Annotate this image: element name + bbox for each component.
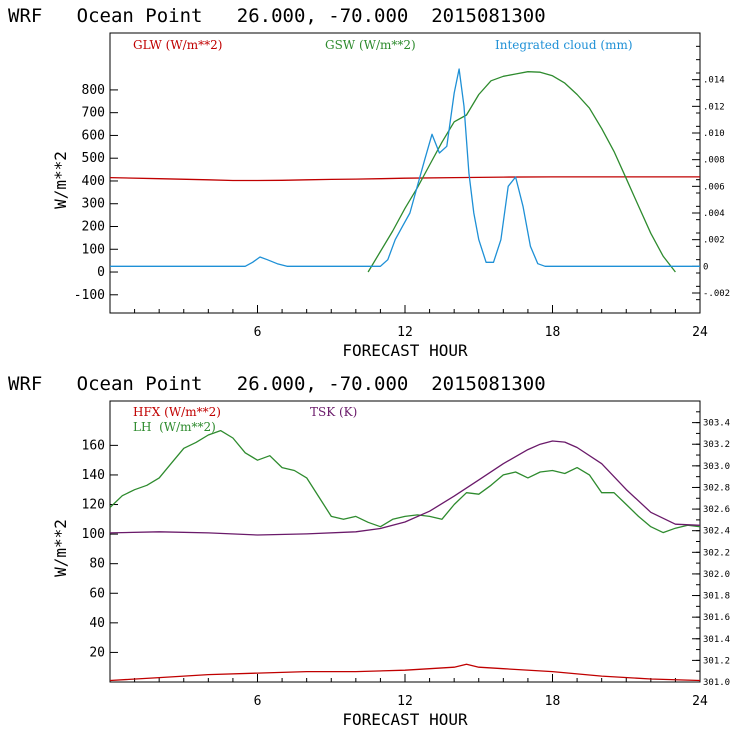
chart-2-y2-tick-label: 301.2 — [703, 656, 730, 666]
chart-2-y-tick-label: 60 — [89, 586, 105, 601]
chart-1-y-tick-label: 200 — [82, 219, 105, 234]
chart-1-x-tick-label: 6 — [254, 325, 262, 340]
chart-1-legend: GLW (W/m**2) GSW (W/m**2) Integrated clo… — [133, 38, 633, 52]
chart-2-y2-tick-label: 303.0 — [703, 462, 730, 472]
chart-1-y-tick-label: 800 — [82, 83, 105, 98]
chart-1-y2-tick-label: 0 — [703, 262, 708, 272]
chart-2-y2-tick-label: 303.2 — [703, 440, 730, 450]
chart-1-y-tick-label: 500 — [82, 151, 105, 166]
chart-2-y2-tick-label: 302.6 — [703, 505, 730, 515]
chart-1-y-tick-label: 400 — [82, 174, 105, 189]
chart-2-y-tick-label: 20 — [89, 645, 105, 660]
chart-2-y-tick-label: 80 — [89, 557, 105, 572]
chart-1-y2-tick-label: .010 — [703, 129, 725, 139]
chart-2-y-tick-label: 100 — [82, 527, 105, 542]
chart-2-x-label: FORECAST HOUR — [342, 710, 468, 729]
chart-1-y-tick-label: 300 — [82, 197, 105, 212]
chart-1-y-tick-label: 600 — [82, 128, 105, 143]
chart-2-y2-tick-label: 301.6 — [703, 613, 730, 623]
chart-1-y-axis: -100 0 100 200 300 400 500 600 700 800 — [74, 83, 118, 303]
chart-1-y-tick-label: 700 — [82, 106, 105, 121]
chart-2-y2-axis: 301.0 301.2 301.4 301.6 301.8 302.0 302.2 302.4… — [692, 411, 730, 688]
chart-1-y-tick-label: 0 — [97, 265, 105, 280]
chart-1-y-label: W/m**2 — [51, 151, 70, 209]
legend-lh: LH (W/m**2) — [133, 420, 216, 434]
chart-2-title: WRF Ocean Point 26.000, -70.000 20150813… — [8, 373, 546, 395]
chart-2: WRF Ocean Point 26.000, -70.000 20150813… — [8, 373, 730, 729]
chart-2-y-tick-label: 140 — [82, 468, 105, 483]
chart-1-y2-tick-label: .004 — [703, 209, 725, 219]
legend-gsw: GSW (W/m**2) — [325, 38, 416, 52]
chart-1-y-tick-label: 100 — [82, 242, 105, 257]
legend-integrated-cloud: Integrated cloud (mm) — [495, 38, 633, 52]
chart-1-y2-tick-label: .008 — [703, 156, 725, 166]
chart-1-series-gsw-line — [367, 71, 676, 273]
chart-1-y2-tick-label: .002 — [703, 236, 725, 246]
chart-1-y2-tick-label: .006 — [703, 182, 725, 192]
chart-1-title: WRF Ocean Point 26.000, -70.000 20150813… — [8, 5, 546, 27]
chart-2-x-axis: 6 12 18 24 — [134, 674, 708, 709]
chart-1-plot-frame — [109, 32, 701, 314]
chart-2-x-tick-label: 18 — [545, 694, 561, 709]
chart-2-y2-tick-label: 301.4 — [703, 635, 730, 645]
chart-1-x-tick-label: 24 — [692, 325, 708, 340]
legend-hfx: HFX (W/m**2) — [133, 405, 221, 419]
chart-2-plot-frame — [109, 400, 701, 683]
chart-2-series-hfx-line — [109, 663, 701, 682]
chart-2-y2-tick-label: 301.0 — [703, 678, 730, 688]
chart-1-x-tick-label: 12 — [397, 325, 413, 340]
chart-1-series-glw-line — [109, 176, 700, 182]
legend-glw: GLW (W/m**2) — [133, 38, 222, 52]
chart-2-y2-tick-label: 302.0 — [703, 570, 730, 580]
chart-2-y-label: W/m**2 — [51, 519, 70, 577]
chart-2-series — [109, 429, 701, 682]
chart-2-x-tick-label: 6 — [254, 694, 262, 709]
chart-1-x-axis: 6 12 18 24 — [134, 305, 708, 340]
chart-1-y2-axis: -.002 0 .002 .004 .006 .008 .010 .012 .014 — [692, 45, 730, 314]
chart-2-y2-tick-label: 302.2 — [703, 548, 730, 558]
chart-2-y-tick-label: 120 — [82, 498, 105, 513]
chart-1: WRF Ocean Point 26.000, -70.000 20150813… — [8, 5, 730, 360]
chart-2-legend: HFX (W/m**2) LH (W/m**2) TSK (K) — [133, 405, 357, 434]
chart-2-y-tick-label: 160 — [82, 438, 105, 453]
chart-2-y2-tick-label: 302.8 — [703, 483, 730, 493]
chart-2-x-tick-label: 12 — [397, 694, 413, 709]
chart-1-series-integrated-line — [110, 68, 700, 267]
chart-1-x-tick-label: 18 — [545, 325, 561, 340]
chart-1-series — [109, 68, 700, 273]
chart-2-y-axis: 20 40 60 80 100 120 140 160 — [82, 438, 118, 660]
chart-2-y2-tick-label: 301.8 — [703, 592, 730, 602]
chart-2-y2-tick-label: 303.4 — [703, 419, 730, 429]
chart-2-y-tick-label: 40 — [89, 616, 105, 631]
chart-2-y2-tick-label: 302.4 — [703, 527, 730, 537]
legend-tsk: TSK (K) — [310, 405, 357, 419]
chart-2-series-tsk-line — [109, 440, 701, 536]
chart-1-x-label: FORECAST HOUR — [342, 341, 468, 360]
chart-1-y2-tick-label: -.002 — [703, 289, 730, 299]
chart-1-y2-tick-label: .012 — [703, 102, 725, 112]
chart-2-series-lh-line — [109, 429, 701, 534]
chart-1-y-tick-label: -100 — [74, 288, 105, 303]
chart-1-y2-tick-label: .014 — [703, 76, 725, 86]
chart-2-x-tick-label: 24 — [692, 694, 708, 709]
